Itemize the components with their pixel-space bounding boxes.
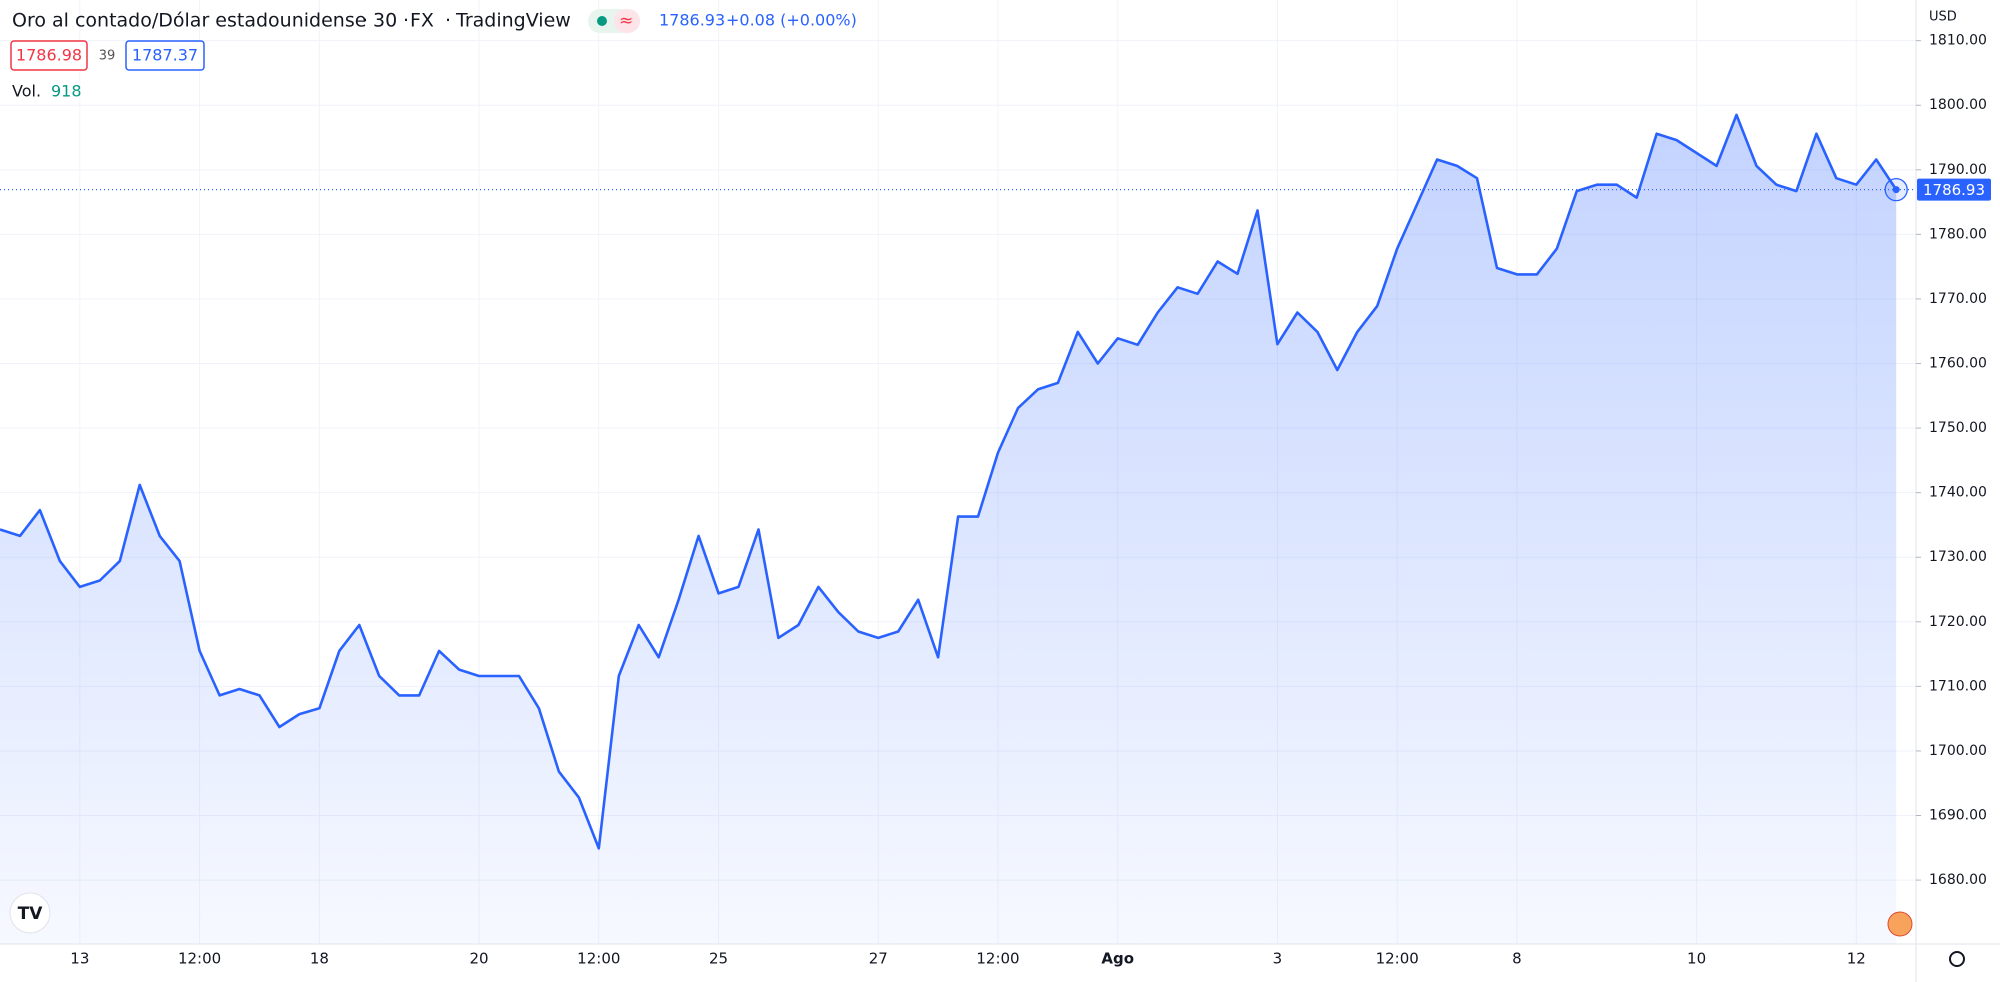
y-tick-label: 1740.00 bbox=[1929, 485, 1987, 501]
spread: 39 bbox=[99, 49, 116, 64]
volume-label: Vol. bbox=[12, 82, 41, 101]
y-tick-label: 1700.00 bbox=[1929, 743, 1987, 759]
y-tick-label: 1710.00 bbox=[1929, 678, 1987, 694]
x-tick-label: 12 bbox=[1847, 950, 1866, 968]
y-tick-label: 1800.00 bbox=[1929, 97, 1987, 113]
symbol: Oro al contado/Dólar estadounidense bbox=[12, 10, 366, 32]
x-tick-label: 8 bbox=[1512, 950, 1522, 968]
y-tick-label: 1780.00 bbox=[1929, 226, 1987, 242]
market-open-dot bbox=[597, 16, 607, 26]
currency[interactable]: USD bbox=[1929, 10, 1957, 25]
y-tick-label: 1790.00 bbox=[1929, 162, 1987, 178]
x-tick-label: 10 bbox=[1687, 950, 1706, 968]
y-tick-label: 1730.00 bbox=[1929, 549, 1987, 565]
plot bbox=[0, 113, 1916, 944]
y-tick-label: 1720.00 bbox=[1929, 614, 1987, 630]
last-point bbox=[1892, 186, 1900, 194]
separator: · bbox=[403, 10, 409, 32]
x-tick-label: Ago bbox=[1101, 950, 1134, 968]
bid: 1786.98 bbox=[16, 46, 82, 65]
status-pill-right bbox=[614, 9, 640, 33]
source: TradingView bbox=[455, 10, 571, 32]
x-tick-label: 18 bbox=[310, 950, 329, 968]
y-tick-label: 1770.00 bbox=[1929, 291, 1987, 307]
last-price-box bbox=[1917, 178, 1991, 201]
y-tick-label: 1760.00 bbox=[1929, 356, 1987, 372]
x-tick-label: 12:00 bbox=[178, 950, 221, 968]
volume-value: 918 bbox=[51, 82, 82, 101]
logo-mark: TV bbox=[18, 904, 44, 924]
separator: · bbox=[445, 10, 451, 32]
ask: 1787.37 bbox=[132, 46, 198, 65]
settings-icon[interactable] bbox=[1949, 951, 1965, 967]
x-tick-label: 13 bbox=[70, 950, 89, 968]
logo[interactable] bbox=[9, 892, 51, 934]
x-tick-label: 27 bbox=[869, 950, 888, 968]
x-tick-label: 25 bbox=[709, 950, 728, 968]
area-fill bbox=[0, 114, 1897, 944]
x-tick-label: 20 bbox=[469, 950, 488, 968]
price-change: +0.08 (+0.00%) bbox=[726, 11, 857, 30]
y-tick-label: 1680.00 bbox=[1929, 872, 1987, 888]
last-price-label: 1786.93 bbox=[1923, 181, 1985, 199]
x-tick-label: 3 bbox=[1273, 950, 1283, 968]
exchange: FX bbox=[410, 10, 434, 32]
x-tick-label: 12:00 bbox=[1376, 950, 1419, 968]
bid-box[interactable] bbox=[10, 40, 88, 71]
x-tick-label: 12:00 bbox=[577, 950, 620, 968]
delay-icon: ≈ bbox=[619, 11, 633, 31]
last-price: 1786.93 bbox=[659, 11, 725, 30]
separator: · bbox=[362, 10, 368, 32]
interval: 30 bbox=[373, 10, 397, 32]
flag-icon[interactable] bbox=[1887, 911, 1913, 937]
y-tick-label: 1810.00 bbox=[1929, 33, 1987, 49]
x-tick-label: 12:00 bbox=[976, 950, 1019, 968]
y-tick-label: 1690.00 bbox=[1929, 808, 1987, 824]
ask-box[interactable] bbox=[125, 40, 205, 71]
y-tick-label: 1750.00 bbox=[1929, 420, 1987, 436]
